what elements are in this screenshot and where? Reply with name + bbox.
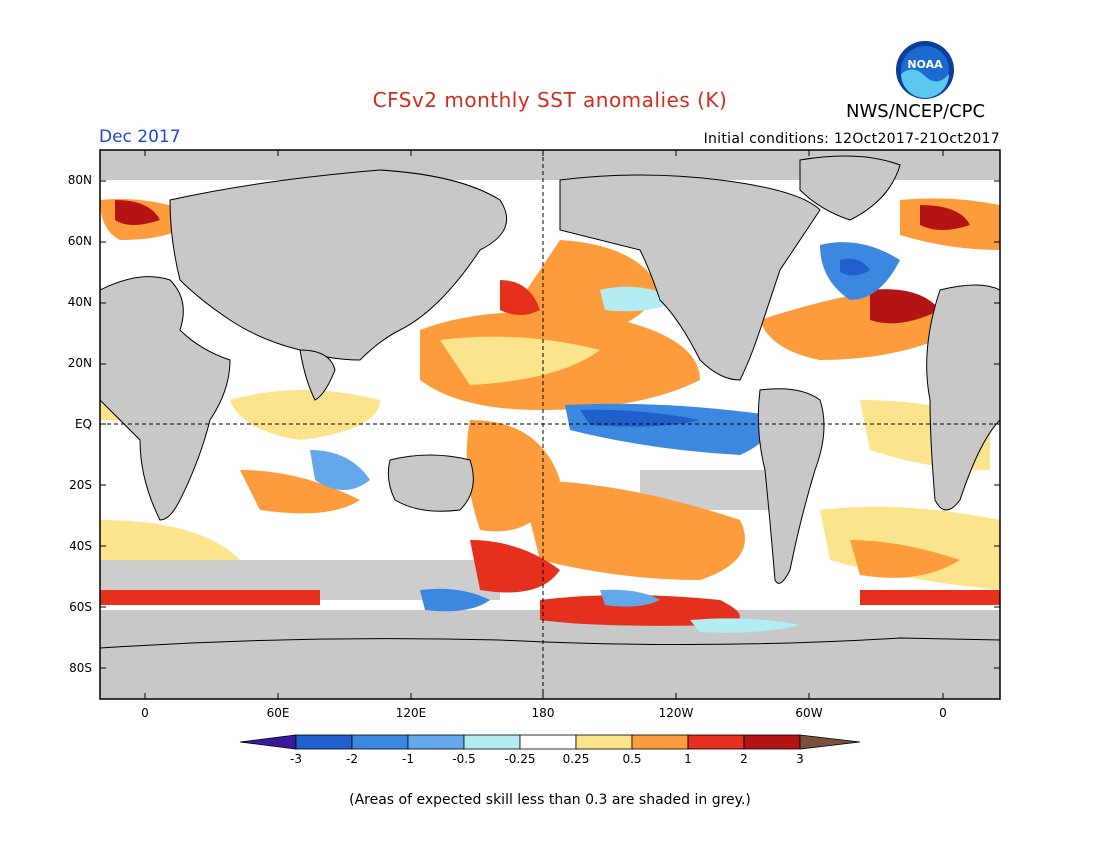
skill-note: (Areas of expected skill less than 0.3 a… (349, 792, 751, 808)
lat-label: EQ (74, 417, 92, 431)
lat-label: 20N (67, 356, 92, 370)
continents (100, 155, 1000, 699)
lon-label: 120E (395, 706, 427, 720)
lat-label: 20S (69, 478, 92, 492)
lat-label: 40S (69, 539, 92, 553)
colorbar-swatch (575, 734, 633, 750)
colorbar-swatch (687, 734, 745, 750)
lon-label: 60E (266, 706, 290, 720)
lon-label: 180 (531, 706, 555, 720)
colorbar-label: 0.5 (622, 752, 642, 766)
colorbar-swatch (743, 734, 801, 750)
colorbar-arrow-low (239, 734, 297, 750)
colorbar-label: 1 (684, 752, 692, 766)
logo-text: NOAA (907, 58, 943, 71)
colorbar-label: -1 (402, 752, 414, 766)
noaa-logo: NOAA (896, 41, 954, 99)
colorbar-label: -2 (346, 752, 358, 766)
colorbar-swatch (631, 734, 689, 750)
colorbar-swatch (519, 734, 577, 750)
lat-label: 40N (67, 295, 92, 309)
colorbar-label: -3 (290, 752, 302, 766)
lon-label: 60W (795, 706, 823, 720)
colorbar-swatch (463, 734, 521, 750)
valid-month: Dec 2017 (99, 127, 181, 147)
chart-title: CFSv2 monthly SST anomalies (K) (372, 88, 728, 112)
colorbar-label: -0.25 (504, 752, 536, 766)
lat-label: 60S (69, 600, 92, 614)
colorbar-swatch (351, 734, 409, 750)
agency-label: NWS/NCEP/CPC (846, 101, 986, 122)
colorbar (239, 734, 861, 750)
colorbar-swatch (407, 734, 465, 750)
lat-label: 80S (69, 661, 92, 675)
initial-conditions: Initial conditions: 12Oct2017-21Oct2017 (703, 131, 1000, 147)
map-field (100, 150, 1000, 699)
lon-label: 0 (141, 706, 149, 720)
axis-ticks (100, 150, 1000, 699)
colorbar-swatch (295, 734, 353, 750)
lat-label: 60N (67, 234, 92, 248)
colorbar-label: 0.25 (562, 752, 590, 766)
colorbar-label: -0.5 (452, 752, 476, 766)
colorbar-label: 3 (796, 752, 804, 766)
colorbar-label: 2 (740, 752, 748, 766)
lon-label: 0 (939, 706, 947, 720)
colorbar-arrow-high (799, 734, 861, 750)
lat-label: 80N (67, 173, 92, 187)
lon-label: 120W (658, 706, 694, 720)
